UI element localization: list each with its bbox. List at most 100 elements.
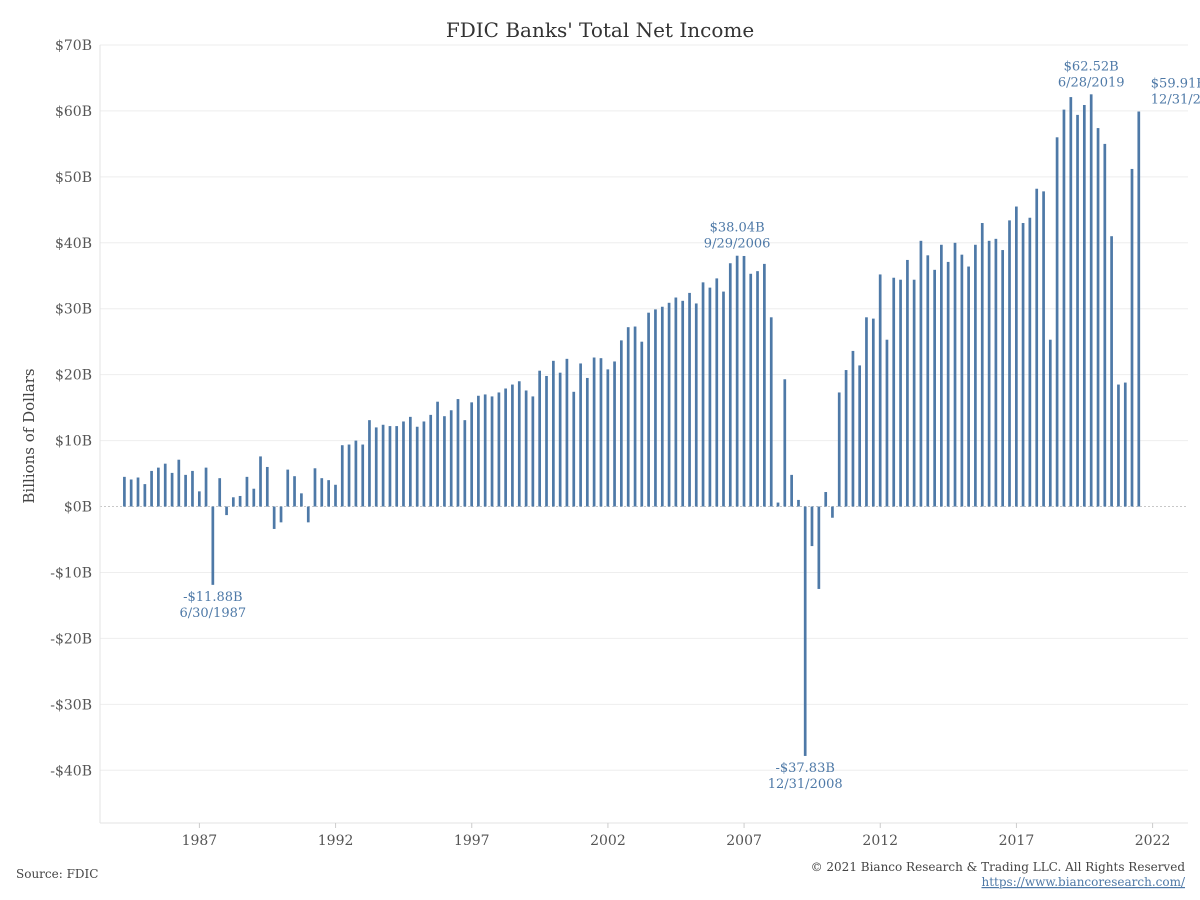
bar (572, 391, 576, 507)
bar (429, 414, 433, 507)
y-tick-label: $60B (55, 104, 92, 120)
bar (177, 459, 181, 507)
bar (1062, 109, 1066, 507)
copyright-note: © 2021 Bianco Research & Trading LLC. Al… (811, 860, 1186, 874)
bar (797, 499, 800, 507)
bar (933, 269, 936, 507)
bar (402, 421, 405, 507)
bar (374, 427, 378, 507)
bar (163, 463, 167, 507)
x-axis-ticks: 1987 1992 1997 2002 2007 2012 2017 2022 (182, 823, 1170, 849)
bar (483, 394, 487, 507)
bar (1096, 128, 1100, 507)
bar (1035, 188, 1039, 507)
x-tick-label: 1997 (454, 833, 490, 849)
bar (1048, 339, 1052, 507)
bar (878, 274, 882, 507)
x-tick-label: 1987 (182, 833, 218, 849)
y-tick-label: $70B (55, 38, 92, 54)
y-tick-label: $0B (64, 500, 92, 516)
y-tick-label: $30B (55, 302, 92, 318)
bar (810, 506, 814, 547)
bar (749, 273, 753, 507)
bar (919, 240, 923, 507)
x-tick-label: 1992 (318, 833, 354, 849)
bar (463, 420, 467, 507)
bar (994, 238, 998, 507)
bar (368, 420, 371, 507)
bar (953, 242, 957, 507)
bar (837, 392, 841, 507)
bar (191, 470, 194, 507)
bar (470, 402, 474, 507)
bar (1028, 217, 1032, 507)
bar (456, 399, 460, 507)
annotation-value: -$37.83B (775, 761, 834, 776)
bar (599, 358, 603, 507)
bar (524, 390, 528, 507)
bar (300, 493, 303, 507)
x-tick-label: 2017 (999, 833, 1035, 849)
annotation-value: $38.04B (710, 221, 765, 236)
bar (477, 395, 480, 507)
bar (742, 255, 746, 507)
bar (381, 424, 385, 507)
bar (715, 278, 719, 507)
bar (1103, 143, 1107, 507)
bar (633, 326, 637, 507)
bar (129, 479, 133, 507)
bar (211, 506, 215, 585)
website-link[interactable]: https://www.biancoresearch.com/ (981, 875, 1185, 889)
bar (987, 240, 991, 507)
bar (776, 502, 780, 507)
x-tick-label: 2002 (590, 833, 626, 849)
bar (619, 340, 623, 507)
bar (844, 370, 848, 507)
bar (708, 287, 712, 507)
gridlines (99, 44, 1188, 824)
bar (313, 468, 317, 507)
annotation-date: 12/31/2020 (1151, 93, 1200, 108)
bar (259, 456, 262, 507)
bar (531, 396, 535, 507)
bar (361, 444, 365, 507)
annotation-value: $62.52B (1064, 59, 1119, 74)
bar (1015, 206, 1018, 507)
bar (443, 416, 446, 507)
annotation-date: 12/31/2008 (768, 777, 843, 792)
bar (150, 470, 153, 507)
bar (238, 495, 242, 507)
bar (449, 410, 453, 507)
y-tick-label: $20B (55, 368, 92, 384)
bar (980, 223, 984, 507)
x-tick-label: 2007 (726, 833, 762, 849)
bar (252, 488, 256, 507)
bar (592, 357, 596, 507)
bar (626, 327, 630, 507)
bar (558, 372, 562, 507)
bar (123, 476, 126, 507)
bar (408, 416, 412, 507)
bar (667, 302, 671, 507)
bar (545, 375, 548, 507)
bar (831, 506, 834, 518)
bar (1008, 220, 1011, 507)
bar (327, 480, 330, 507)
bar (231, 497, 235, 507)
source-note: Source: FDIC (16, 867, 98, 881)
bar (1089, 94, 1093, 507)
bar (245, 476, 249, 507)
bar (1117, 384, 1120, 507)
bar (388, 426, 392, 507)
bar (701, 282, 705, 507)
y-tick-label: -$30B (50, 697, 92, 713)
bar (1130, 168, 1134, 507)
bar (735, 255, 739, 507)
bar (1055, 137, 1059, 507)
bar (858, 365, 862, 507)
bar (892, 277, 896, 507)
bar (1082, 104, 1086, 507)
bar (647, 312, 650, 507)
